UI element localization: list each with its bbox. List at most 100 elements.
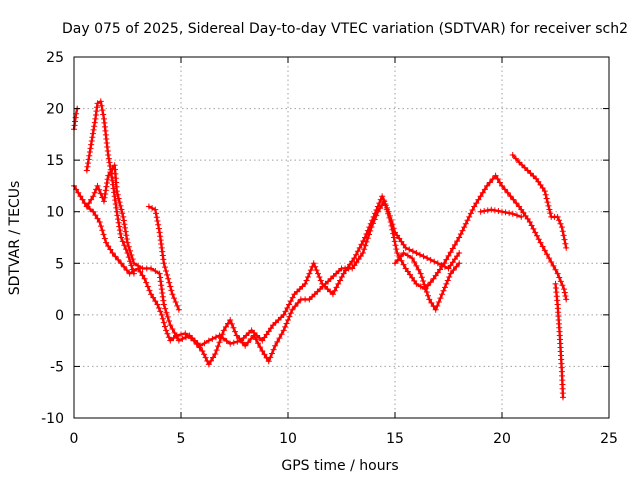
data-point — [526, 219, 533, 226]
data-point — [499, 182, 505, 189]
data-point — [441, 263, 448, 270]
x-axis-label: GPS time / hours — [281, 458, 398, 474]
data-point — [340, 270, 347, 277]
data-point — [372, 210, 379, 217]
data-point — [175, 337, 182, 344]
data-point — [469, 206, 476, 213]
data-point — [400, 249, 407, 256]
data-point — [319, 280, 326, 287]
data-point — [96, 186, 103, 193]
data-point — [285, 317, 291, 324]
data-point — [417, 270, 424, 277]
data-point — [92, 112, 99, 119]
data-point — [143, 279, 150, 286]
data-point — [104, 179, 111, 186]
data-point — [169, 291, 176, 298]
data-point — [240, 335, 247, 342]
data-point — [396, 235, 403, 242]
data-point — [488, 206, 495, 213]
data-point — [113, 204, 120, 211]
data-point — [370, 213, 377, 220]
data-point — [164, 330, 171, 337]
data-point — [530, 172, 537, 179]
data-point — [413, 249, 420, 256]
data-point — [117, 202, 124, 209]
data-point — [157, 233, 164, 240]
data-point — [435, 298, 442, 305]
data-point — [359, 249, 366, 256]
data-point — [309, 293, 316, 300]
data-point — [527, 170, 534, 177]
data-point — [213, 347, 220, 354]
x-tick-label: 10 — [279, 431, 297, 447]
data-point — [145, 203, 152, 210]
data-point — [291, 291, 298, 298]
data-point — [243, 332, 250, 339]
data-point — [194, 340, 201, 347]
data-point — [257, 344, 264, 351]
data-point — [234, 338, 241, 345]
data-point — [454, 238, 461, 245]
data-point — [105, 243, 112, 250]
data-point — [127, 258, 134, 265]
data-point — [111, 189, 118, 196]
data-point — [125, 254, 132, 261]
data-point — [409, 248, 416, 255]
data-point — [227, 317, 234, 324]
data-point — [390, 225, 397, 232]
data-point — [270, 322, 277, 329]
data-point — [248, 327, 255, 334]
data-point — [167, 283, 174, 290]
data-point — [479, 189, 486, 196]
data-point — [162, 305, 169, 312]
data-point — [115, 195, 122, 202]
data-point — [404, 252, 411, 259]
data-point — [163, 268, 170, 275]
data-point — [287, 310, 294, 317]
data-point — [282, 308, 289, 315]
data-point — [427, 279, 434, 286]
data-point — [430, 275, 437, 282]
data-point — [91, 123, 98, 130]
data-point — [443, 280, 450, 287]
data-point — [278, 314, 285, 321]
data-point — [427, 256, 434, 263]
data-point — [561, 289, 568, 296]
series-trace — [511, 153, 568, 249]
data-point — [406, 246, 413, 253]
data-point — [466, 213, 473, 220]
data-point — [161, 323, 168, 330]
data-point — [170, 335, 177, 342]
data-point — [197, 342, 204, 349]
data-point — [409, 274, 416, 281]
data-point — [265, 328, 272, 335]
data-point — [424, 255, 431, 262]
data-point — [411, 258, 418, 265]
gridlines — [74, 57, 609, 418]
data-point — [446, 274, 453, 281]
data-point — [79, 196, 86, 203]
data-point — [356, 244, 363, 251]
data-point — [88, 196, 95, 203]
data-point — [392, 242, 399, 249]
data-point — [556, 274, 563, 281]
series-track-h — [509, 151, 570, 251]
data-point — [96, 219, 103, 226]
data-point — [504, 189, 511, 196]
series-track-d — [71, 105, 81, 133]
data-point — [330, 273, 337, 280]
data-point — [157, 308, 164, 315]
data-point — [118, 234, 125, 241]
data-point — [88, 141, 95, 148]
data-point — [436, 266, 443, 273]
data-point — [107, 166, 114, 173]
data-point — [524, 215, 531, 222]
data-point — [316, 274, 323, 281]
data-point — [101, 194, 108, 201]
data-point — [141, 275, 148, 282]
data-point — [560, 232, 567, 239]
data-point — [289, 294, 296, 301]
data-point — [173, 333, 180, 340]
data-point — [149, 205, 156, 212]
data-point — [422, 285, 429, 292]
